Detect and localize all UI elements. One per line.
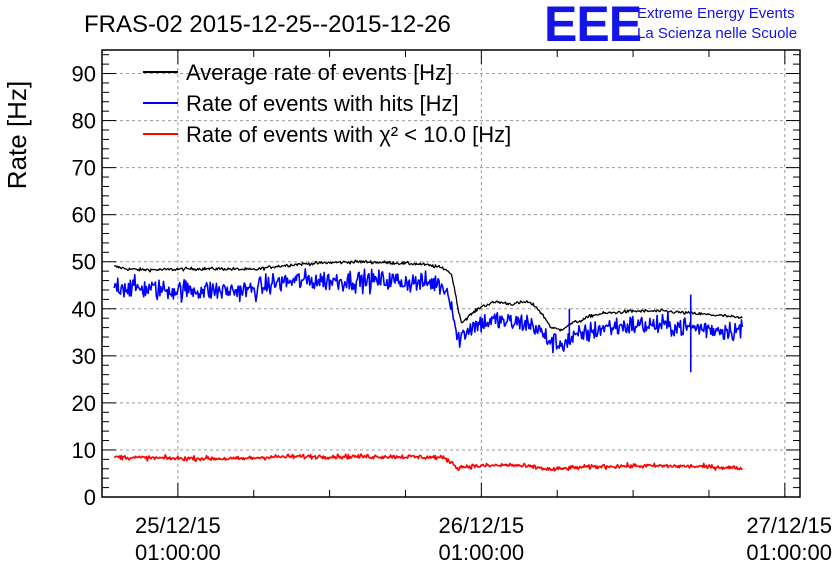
logo-mark: EEE — [544, 0, 641, 52]
legend: Average rate of events [Hz] Rate of event… — [143, 60, 511, 147]
plot-frame — [101, 49, 801, 498]
y-tick-label: 80 — [72, 109, 96, 134]
x-tick-label-date: 27/12/15 — [746, 513, 832, 538]
legend-entry-3: Rate of events with χ² < 10.0 [Hz] — [186, 122, 511, 147]
y-tick-label: 60 — [72, 203, 96, 228]
y-tick-label: 0 — [84, 485, 96, 510]
y-tick-label: 40 — [72, 297, 96, 322]
series-line-2 — [113, 268, 744, 354]
y-tick-label: 90 — [72, 62, 96, 87]
legend-entry-1: Average rate of events [Hz] — [186, 60, 452, 85]
x-tick-label-date: 25/12/15 — [135, 513, 221, 538]
x-tick-label-time: 01:00:00 — [135, 540, 221, 565]
y-tick-label: 30 — [72, 344, 96, 369]
y-tick-label: 70 — [72, 156, 96, 181]
legend-entry-2: Rate of events with hits [Hz] — [186, 91, 459, 116]
logo-line-2: La Scienza nelle Scuole — [637, 25, 797, 42]
series-lines — [113, 259, 744, 472]
y-tick-label: 20 — [72, 391, 96, 416]
series-line-3 — [113, 453, 743, 472]
axes: 010203040506070809025/12/1501:00:0026/12… — [72, 49, 832, 565]
chart-title: FRAS-02 2015-12-25--2015-12-26 — [84, 11, 451, 38]
x-tick-label-time: 01:00:00 — [746, 540, 832, 565]
series-line-1 — [113, 259, 743, 332]
x-tick-label-date: 26/12/15 — [439, 513, 525, 538]
y-tick-label: 50 — [72, 250, 96, 275]
x-tick-label-time: 01:00:00 — [439, 540, 525, 565]
eee-logo: EEE Extreme Energy Events La Scienza nel… — [544, 0, 797, 52]
logo-line-1: Extreme Energy Events — [637, 5, 795, 22]
y-tick-label: 10 — [72, 438, 96, 463]
y-axis-title: Rate [Hz] — [2, 81, 32, 189]
